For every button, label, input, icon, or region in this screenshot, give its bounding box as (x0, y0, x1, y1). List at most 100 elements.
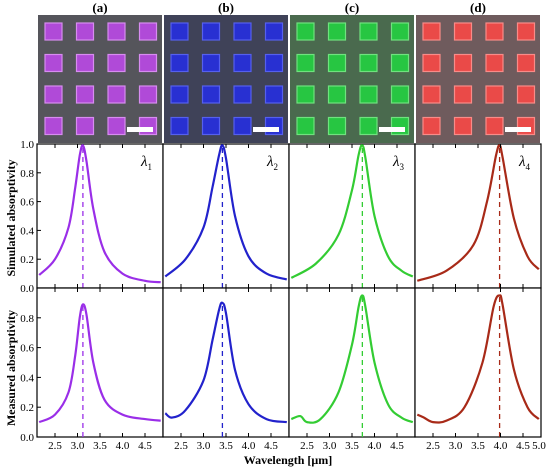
y-tick-label: 0.2 (20, 254, 34, 266)
absorber-square (359, 53, 378, 73)
x-tick-label: 4.5 (138, 440, 152, 452)
panel-label: (a) (92, 0, 107, 15)
x-tick-label: 2.5 (48, 440, 62, 452)
simulated-plot: λ2 (162, 143, 290, 289)
x-tick-label: 2.5 (300, 440, 314, 452)
micrograph-row (38, 15, 540, 143)
absorber-square (359, 22, 378, 41)
absorber-square (201, 85, 221, 104)
absorber-square (485, 53, 504, 73)
absorber-square (390, 22, 410, 41)
x-tick-label: 4.0 (242, 440, 256, 452)
absorber-square (44, 116, 63, 136)
absorber-square (516, 85, 536, 104)
absorber-square (201, 116, 221, 136)
absorber-square (201, 53, 221, 73)
simulated-plot: λ3 (288, 143, 416, 289)
y-tick-label: 1.0 (20, 139, 34, 151)
absorber-square (453, 22, 473, 41)
simulated-plot: 0.0 0.2 0.4 0.6 0.8 1.0 λ1 (20, 139, 164, 295)
absorber-square (264, 53, 284, 73)
x-tick-label: 2.5 (426, 440, 440, 452)
x-tick-label: 4.0 (116, 440, 130, 452)
measured-curve (38, 303, 161, 424)
absorber-square (44, 22, 63, 41)
absorber-square (75, 85, 95, 104)
simulated-plot: λ4 (414, 143, 542, 289)
panel-label: (c) (345, 0, 359, 15)
x-tick-label: 4.0 (368, 440, 382, 452)
micrograph-panel (416, 15, 540, 143)
measured-plot (414, 287, 542, 438)
absorber-square (170, 53, 189, 73)
scale-bar (127, 127, 153, 132)
y-tick-label: 0.0 (20, 283, 34, 295)
absorber-square (107, 116, 126, 136)
absorber-square (233, 116, 252, 136)
absorber-square (453, 53, 473, 73)
absorber-square (170, 116, 189, 136)
absorber-square (516, 53, 536, 73)
absorber-square (296, 53, 315, 73)
plot-frame (414, 287, 542, 438)
scale-bar (505, 127, 531, 132)
absorber-square (485, 22, 504, 41)
y-tick-label: 0.6 (20, 343, 34, 355)
x-tick-label: 3.0 (323, 440, 337, 452)
absorber-square (44, 53, 63, 73)
x-tick-label: 2.5 (174, 440, 188, 452)
measured-plot: 0.0 0.2 0.4 0.6 0.8 (20, 287, 164, 444)
scale-bar (253, 127, 279, 132)
x-tick-label: 5.0 (532, 440, 546, 452)
x-tick-label: 3.5 (345, 440, 359, 452)
micrograph-panel (38, 15, 162, 143)
absorber-square (107, 22, 126, 41)
spectra-plots: 0.0 0.2 0.4 0.6 0.8 1.0 λ1 0.0 0.2 0.4 0.6 0.8 2.5 3.… (20, 139, 546, 452)
absorber-square (327, 85, 347, 104)
simulated-curve (290, 144, 414, 279)
panel-labels: (a) (b) (c) (d) (92, 0, 486, 15)
x-tick-label: 3.0 (197, 440, 211, 452)
absorber-square (485, 85, 504, 104)
plot-frame (162, 143, 290, 289)
absorber-square (201, 22, 221, 41)
absorber-square (107, 85, 126, 104)
absorber-square (138, 85, 158, 104)
absorber-square (327, 53, 347, 73)
absorber-square (296, 116, 315, 136)
absorber-square (485, 116, 504, 136)
absorber-square (75, 116, 95, 136)
absorber-square (359, 116, 378, 136)
absorber-square (327, 116, 347, 136)
x-tick-label: 4.5 (516, 440, 530, 452)
absorber-square (44, 85, 63, 104)
scale-bar (379, 127, 405, 132)
absorber-square (170, 85, 189, 104)
x-tick-label: 3.0 (449, 440, 463, 452)
lambda-label: λ2 (266, 154, 278, 172)
absorber-square (453, 116, 473, 136)
y-tick-label: 0.8 (20, 168, 34, 180)
x-tick-label: 3.5 (219, 440, 233, 452)
measured-curve (290, 294, 414, 424)
absorber-square (138, 53, 158, 73)
absorber-square (264, 85, 284, 104)
panel-label: (d) (470, 0, 486, 15)
y-tick-label: 0.6 (20, 197, 34, 209)
absorber-square (390, 85, 410, 104)
y-tick-label: 0.0 (20, 432, 34, 444)
measured-curve (416, 294, 540, 424)
absorber-square (296, 85, 315, 104)
measured-plot (288, 287, 416, 438)
absorber-square (453, 85, 473, 104)
lambda-label: λ1 (140, 154, 152, 172)
absorber-square (422, 53, 441, 73)
x-tick-label: 4.0 (494, 440, 508, 452)
absorber-square (390, 53, 410, 73)
y-tick-label: 0.4 (20, 372, 34, 384)
absorber-square (233, 22, 252, 41)
lambda-label: λ3 (392, 154, 405, 172)
absorber-square (138, 22, 158, 41)
y-tick-label: 0.8 (20, 313, 34, 325)
